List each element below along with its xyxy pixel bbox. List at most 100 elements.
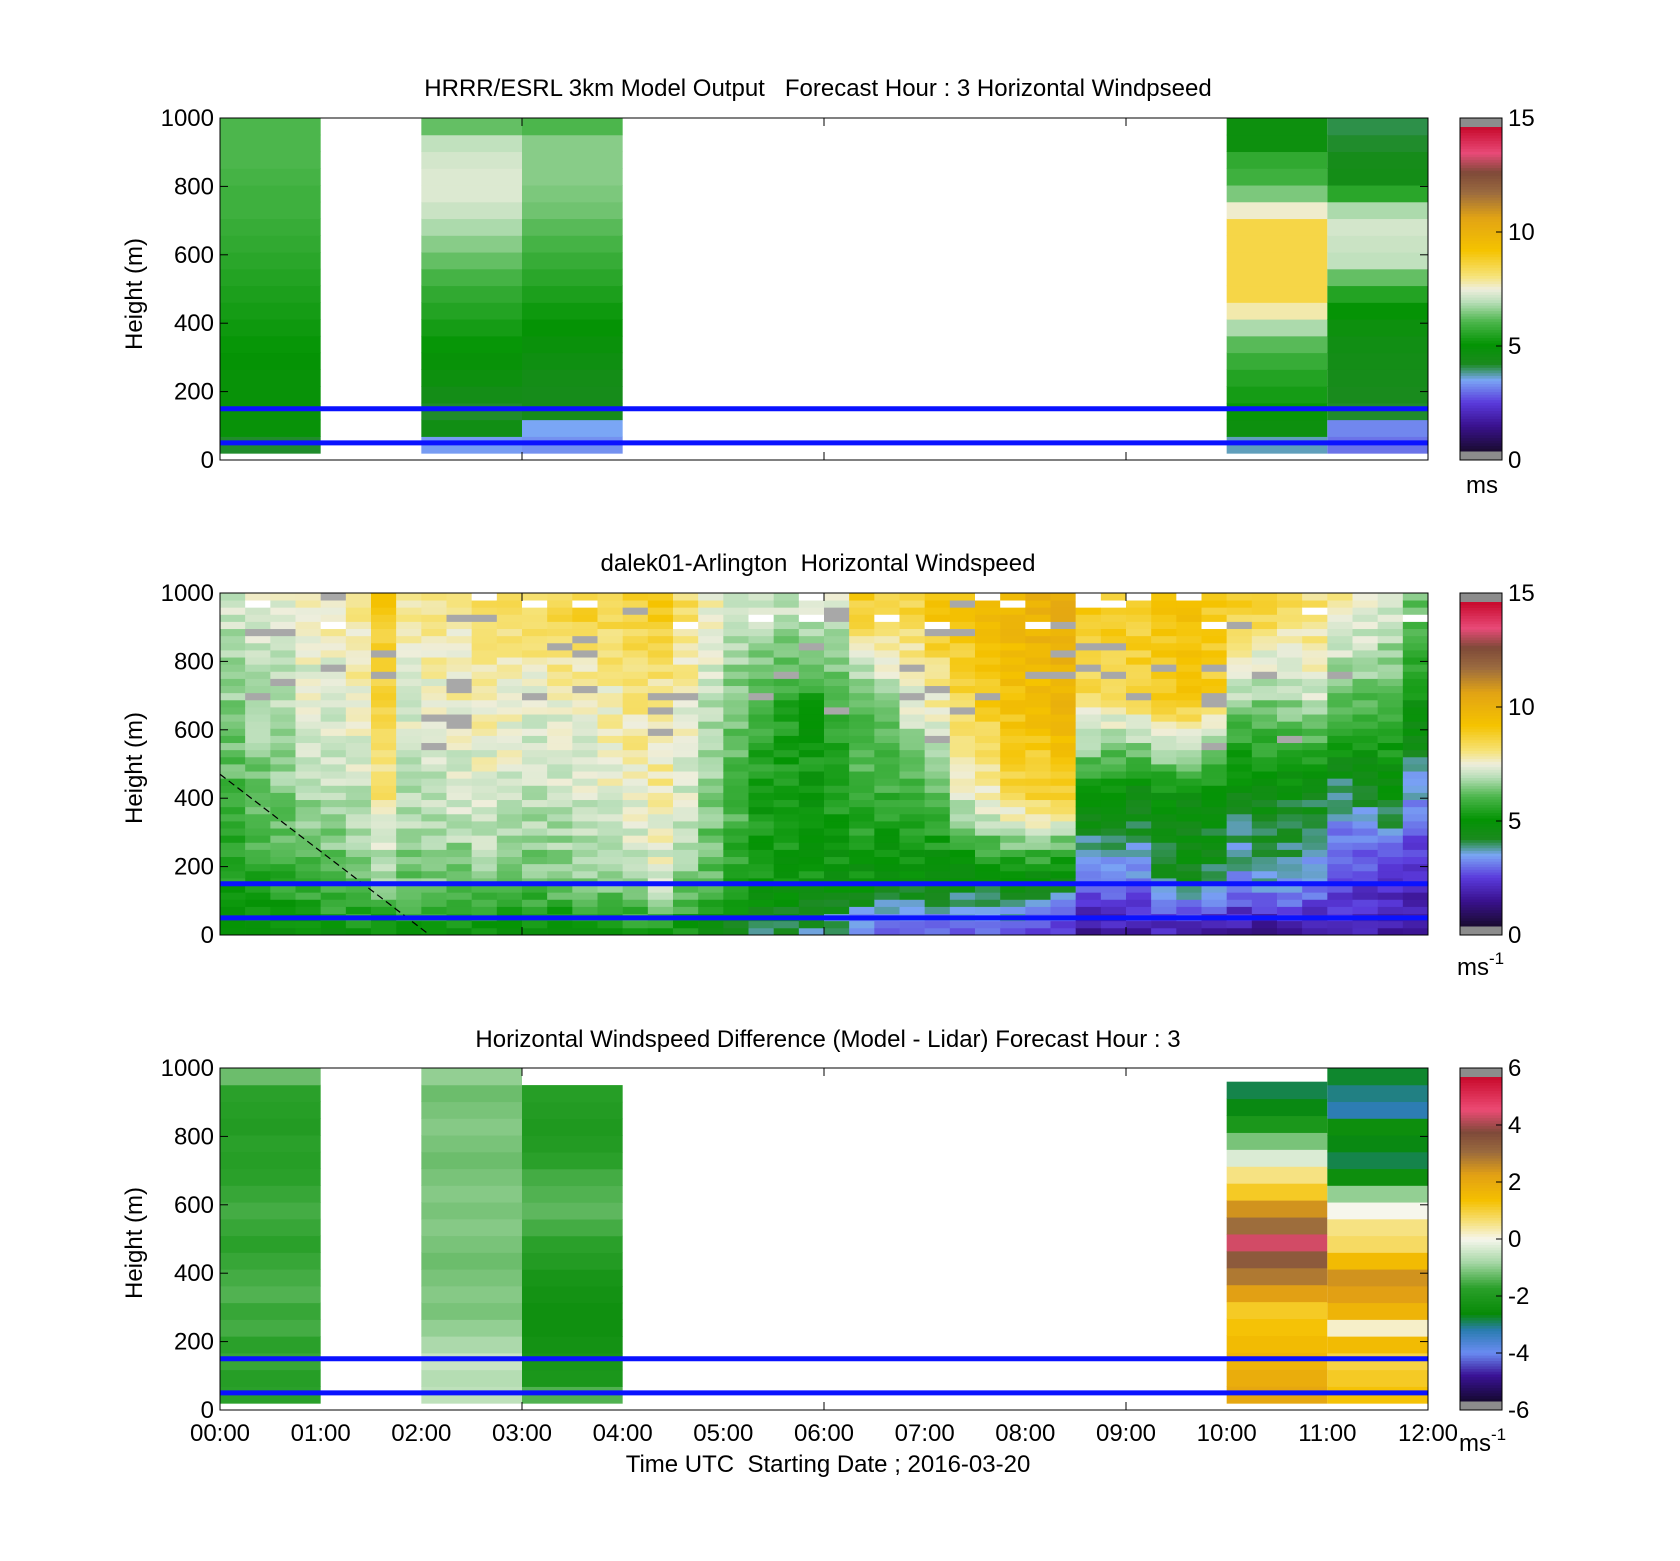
heatmap-cell [824, 650, 850, 658]
heatmap-cell [245, 885, 271, 893]
heatmap-cell [647, 685, 674, 694]
heatmap-cell [798, 756, 825, 765]
heatmap-cell [245, 692, 271, 701]
heatmap-cell [698, 870, 724, 879]
heatmap-cell [1226, 664, 1253, 672]
heatmap-cell [1126, 821, 1152, 829]
heatmap-cell [698, 728, 724, 736]
heatmap-cell [1151, 856, 1177, 865]
heatmap-cell [1251, 885, 1278, 893]
heatmap-cell [396, 856, 422, 865]
colorbar-segment [1460, 1379, 1502, 1383]
heatmap-cell [396, 593, 422, 601]
heatmap-cell [698, 785, 724, 793]
heatmap-cell [522, 856, 548, 865]
heatmap-cell [522, 369, 623, 387]
heatmap-cell [924, 628, 951, 637]
heatmap-cell [647, 863, 674, 872]
heatmap-cell [522, 707, 548, 715]
heatmap-cell [421, 664, 447, 672]
heatmap-cell [622, 856, 649, 865]
heatmap-cell [1226, 1166, 1328, 1184]
heatmap-cell [1126, 678, 1152, 687]
heatmap-cell [446, 927, 472, 936]
heatmap-cell [874, 799, 900, 808]
heatmap-cell [748, 785, 774, 793]
heatmap-cell [622, 685, 649, 694]
heatmap-cell [295, 828, 321, 836]
heatmap-cell [421, 1185, 522, 1203]
heatmap-cell [597, 657, 623, 665]
heatmap-cell [773, 742, 800, 751]
heatmap-cell [1075, 849, 1102, 858]
heatmap-cell [1000, 785, 1026, 793]
colorbar-segment [1460, 777, 1502, 781]
heatmap-cell [547, 657, 573, 665]
heatmap-cell [421, 151, 522, 169]
heatmap-cell [1201, 714, 1227, 722]
heatmap-cell [798, 735, 825, 744]
heatmap-cell [773, 699, 800, 708]
colorbar-segment [1460, 772, 1502, 776]
heatmap-cell [547, 906, 573, 915]
colorbar-segment [1460, 1357, 1502, 1361]
heatmap-cell [1151, 699, 1177, 708]
heatmap-cell [522, 1168, 623, 1187]
heatmap-cell [975, 920, 1001, 929]
heatmap-cell [245, 778, 271, 786]
heatmap-cell [295, 728, 321, 736]
heatmap-cell [421, 671, 447, 679]
heatmap-cell [723, 771, 749, 779]
colorbar-segment [1460, 688, 1502, 692]
heatmap-cell [949, 671, 976, 679]
colorbar-segment [1460, 793, 1502, 797]
heatmap-cell [949, 678, 976, 687]
heatmap-cell [1201, 849, 1227, 858]
colorbar-segment [1460, 324, 1502, 328]
colorbar-segment [1460, 253, 1502, 258]
heatmap-cell [698, 614, 724, 622]
heatmap-cell [874, 835, 900, 843]
heatmap-cell [723, 600, 749, 608]
heatmap-cell [1251, 671, 1278, 679]
heatmap-cell [647, 785, 674, 793]
heatmap-cell [1126, 699, 1152, 708]
heatmap-cell [245, 699, 271, 708]
heatmap-cell [496, 821, 523, 829]
heatmap-cell [899, 650, 925, 658]
y-tick-label: 800 [174, 173, 214, 200]
heatmap-cell [1176, 785, 1202, 793]
heatmap-cell [622, 678, 649, 687]
heatmap-cell [1201, 899, 1227, 907]
heatmap-cell [421, 764, 447, 772]
heatmap-cell [1352, 650, 1378, 658]
colorbar-segment [1460, 731, 1502, 735]
heatmap-cell [345, 821, 372, 829]
heatmap-cell [1226, 1081, 1328, 1100]
heatmap-cell [522, 600, 548, 608]
heatmap-cell [1226, 756, 1253, 765]
heatmap-cell [1176, 692, 1202, 701]
heatmap-cell [1050, 849, 1076, 858]
heatmap-cell [572, 835, 598, 843]
colorbar-segment [1460, 410, 1502, 414]
heatmap-cell [245, 856, 271, 865]
heatmap-cell [673, 657, 699, 665]
heatmap-cell [471, 813, 498, 822]
heatmap-cell [572, 906, 598, 915]
heatmap-cell [1126, 593, 1152, 601]
heatmap-cell [1327, 402, 1428, 421]
heatmap-cell [723, 614, 749, 622]
heatmap-cell [421, 742, 447, 751]
heatmap-cell [245, 685, 271, 694]
heatmap-cell [597, 785, 623, 793]
colorbar-overflow-cap [1460, 1068, 1502, 1077]
colorbar-segment [1460, 359, 1502, 363]
heatmap-cell [975, 600, 1001, 608]
heatmap-cell [396, 728, 422, 736]
heatmap-cell [1151, 799, 1177, 808]
heatmap-cell [1050, 920, 1076, 929]
heatmap-cell [320, 692, 347, 701]
heatmap-cell [295, 856, 321, 865]
heatmap-cell [295, 813, 321, 822]
